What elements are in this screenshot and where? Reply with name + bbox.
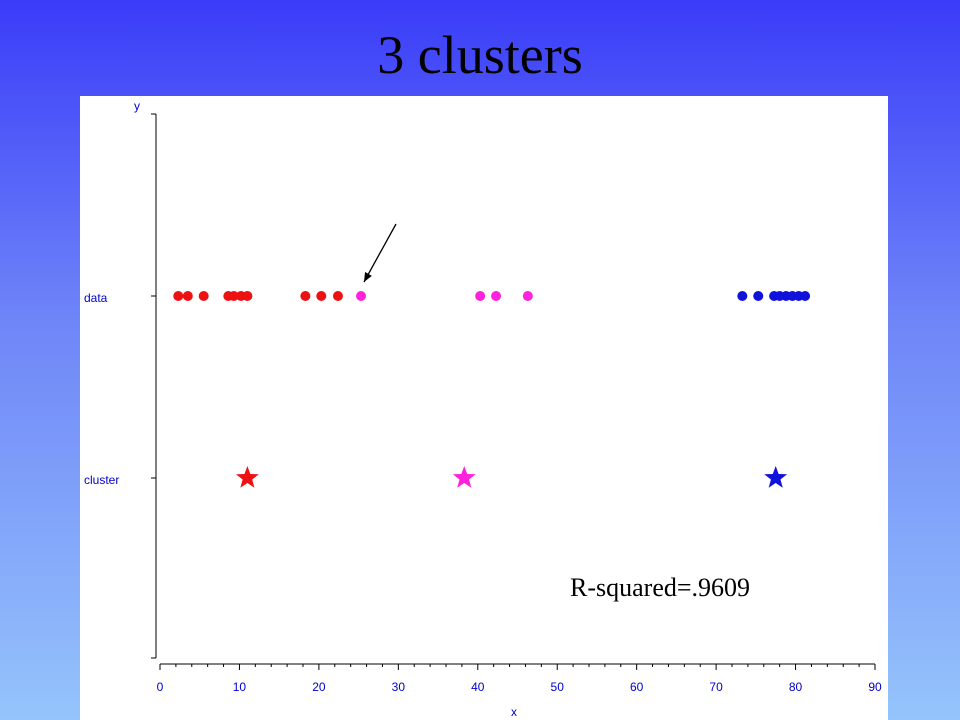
- data-point: [491, 291, 502, 301]
- data-point: [475, 291, 486, 301]
- data-point: [300, 291, 311, 301]
- cluster-centroid-star: [235, 466, 259, 488]
- arrow-head-icon: [363, 272, 372, 282]
- x-tick-label: 80: [789, 680, 803, 694]
- arrow-line: [363, 223, 397, 283]
- marks: [173, 291, 811, 488]
- y-axis-title: y: [134, 99, 140, 113]
- data-point: [737, 291, 748, 301]
- r-squared-annotation: R-squared=.9609: [570, 573, 750, 602]
- data-point: [522, 291, 533, 301]
- data-point: [173, 291, 184, 301]
- x-tick-label: 50: [551, 680, 565, 694]
- slide-title: 3 clusters: [377, 25, 583, 85]
- x-axis-title: x: [511, 705, 517, 719]
- y-tick-label-cluster: cluster: [84, 473, 119, 487]
- annotations: R-squared=.9609: [363, 223, 750, 602]
- data-point: [198, 291, 209, 301]
- axes: y data cluster 0 10 20 30 40 50 60 70 80 90 x: [84, 99, 882, 719]
- x-tick-label: 40: [471, 680, 485, 694]
- x-tick-label: 60: [630, 680, 644, 694]
- x-tick-label: 10: [233, 680, 247, 694]
- data-point: [316, 291, 327, 301]
- data-point: [355, 291, 366, 301]
- data-point: [753, 291, 764, 301]
- cluster-centroid-star: [764, 466, 788, 488]
- scatter-chart: y data cluster 0 10 20 30 40 50 60 70 80 90 x R-squar…: [84, 99, 882, 719]
- x-tick-label: 70: [709, 680, 723, 694]
- y-tick-label-data: data: [84, 291, 108, 305]
- plot-panel: y data cluster 0 10 20 30 40 50 60 70 80 90 x R-squar…: [80, 96, 888, 720]
- x-tick-label: 30: [392, 680, 406, 694]
- data-point: [800, 291, 811, 301]
- data-point: [228, 291, 239, 301]
- x-tick-label: 20: [312, 680, 326, 694]
- x-tick-label: 90: [868, 680, 882, 694]
- x-tick-label: 0: [157, 680, 164, 694]
- cluster-centroid-star: [452, 466, 476, 488]
- data-point: [332, 291, 343, 301]
- data-point: [182, 291, 193, 301]
- data-point: [242, 291, 253, 301]
